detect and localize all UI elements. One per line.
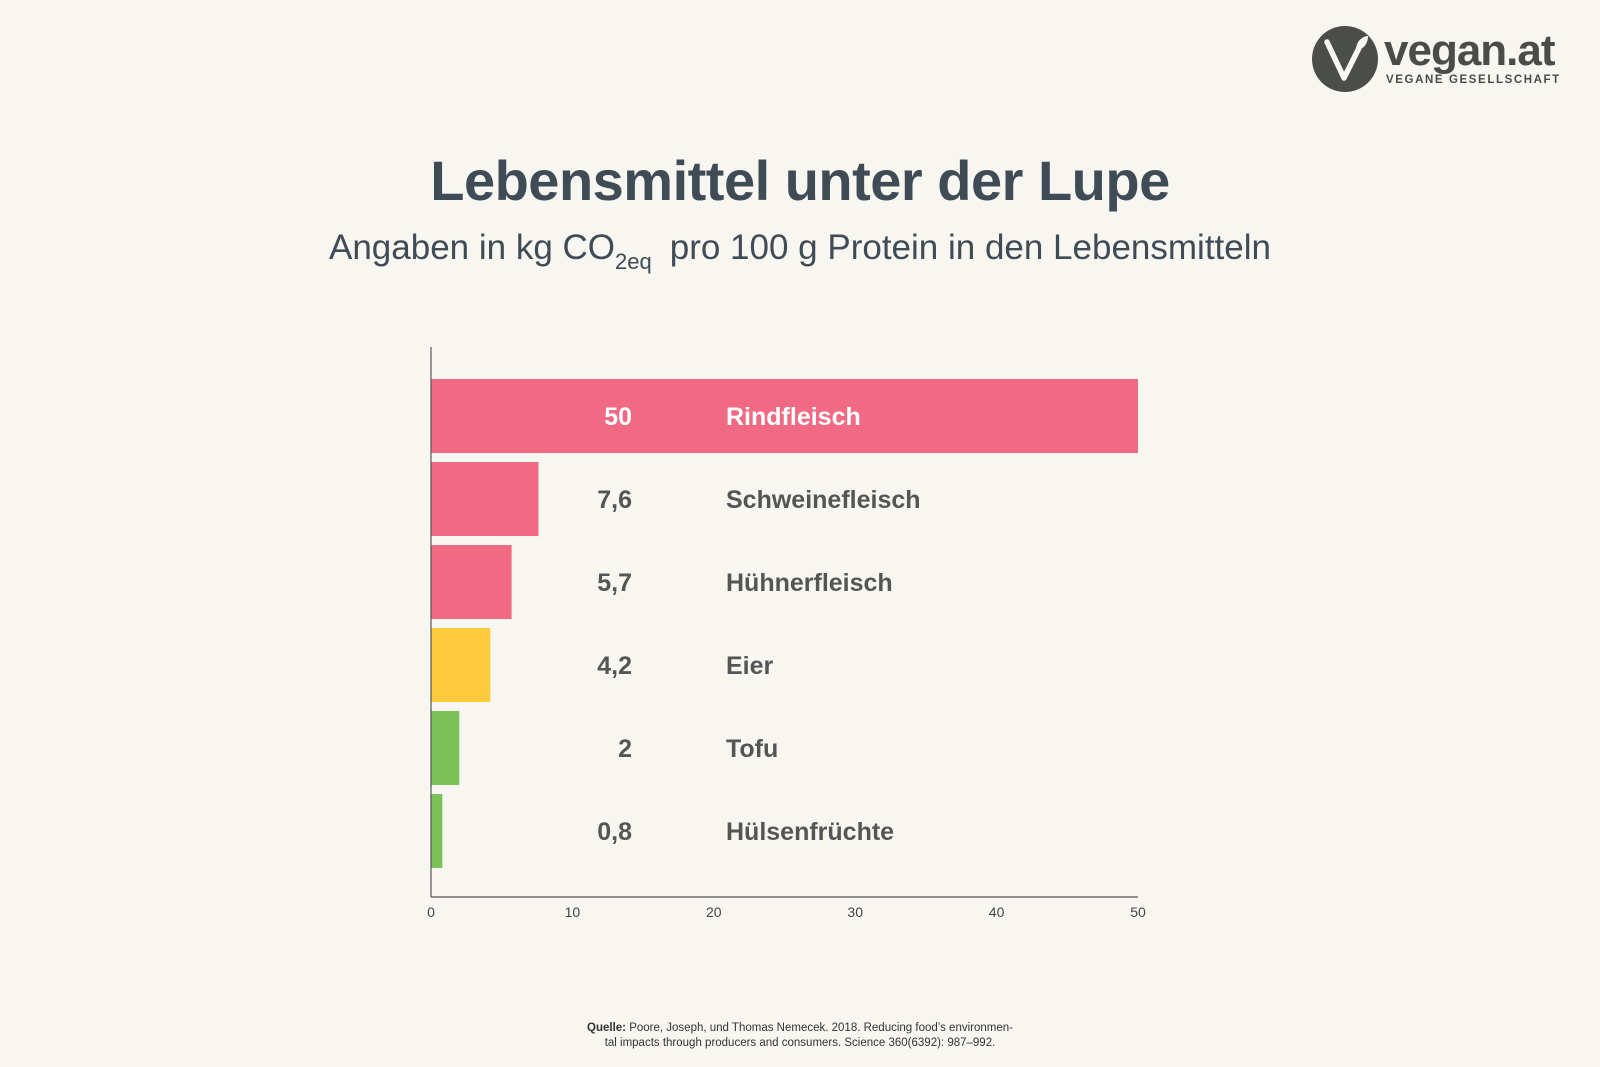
bar-5 xyxy=(431,711,460,785)
x-tick-label-5: 40 xyxy=(989,904,1005,920)
bar-6 xyxy=(431,794,443,868)
bar-2 xyxy=(431,462,539,536)
x-tick-label-6: 50 xyxy=(1130,904,1146,920)
value-label-5: 2 xyxy=(618,735,632,763)
value-label-4: 4,2 xyxy=(597,652,632,680)
category-label-5: Tofu xyxy=(726,735,778,763)
value-label-6: 0,8 xyxy=(597,818,632,846)
source-label: Quelle: xyxy=(587,1022,626,1034)
value-label-2: 7,6 xyxy=(597,486,632,514)
bar-4 xyxy=(431,628,491,702)
vegan-logo-icon xyxy=(1312,26,1378,92)
value-label-1: 50 xyxy=(604,403,632,431)
bar-1 xyxy=(431,379,1138,453)
category-label-6: Hülsenfrüchte xyxy=(726,818,894,846)
category-label-2: Schweinefleisch xyxy=(726,486,921,514)
x-tick-label-3: 20 xyxy=(706,904,722,920)
source-line-2: tal impacts through producers and consum… xyxy=(604,1037,996,1049)
x-tick-label-2: 10 xyxy=(565,904,581,920)
category-label-3: Hühnerfleisch xyxy=(726,569,893,597)
brand-logo: vegan.at VEGANE GESELLSCHAFT xyxy=(1312,26,1572,94)
subtitle-post: pro 100 g Protein in den Lebensmitteln xyxy=(669,228,1271,267)
subtitle-pre: Angaben in kg CO xyxy=(329,228,616,267)
value-label-3: 5,7 xyxy=(597,569,632,597)
page-subtitle: Angaben in kg CO2eq pro 100 g Protein in … xyxy=(0,228,1600,275)
category-label-4: Eier xyxy=(726,652,774,680)
x-tick-label-1: 0 xyxy=(427,904,435,920)
bar-3 xyxy=(431,545,512,619)
brand-name: vegan.at xyxy=(1384,26,1556,75)
brand-subtitle: VEGANE GESELLSCHAFT xyxy=(1386,74,1561,86)
category-label-1: Rindfleisch xyxy=(726,403,861,431)
x-tick-label-4: 30 xyxy=(847,904,863,920)
subtitle-subscript: 2eq xyxy=(615,249,652,274)
page-title: Lebensmittel unter der Lupe xyxy=(430,149,1170,212)
source-line-1: Poore, Joseph, und Thomas Nemecek. 2018.… xyxy=(629,1022,1013,1034)
source-note: Quelle: Poore, Joseph, und Thomas Nemece… xyxy=(0,1021,1600,1051)
